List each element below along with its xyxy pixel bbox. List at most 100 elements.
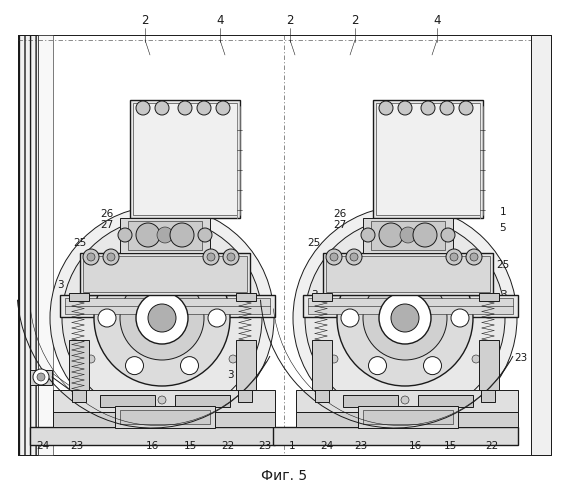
Bar — [303, 295, 518, 317]
Text: 15: 15 — [183, 441, 197, 451]
Circle shape — [87, 355, 95, 363]
Text: 4: 4 — [216, 14, 224, 26]
Circle shape — [107, 253, 115, 261]
Bar — [358, 406, 458, 428]
Circle shape — [136, 223, 160, 247]
Text: 2: 2 — [141, 14, 149, 26]
Circle shape — [197, 101, 211, 115]
Circle shape — [326, 249, 342, 265]
Text: 21: 21 — [121, 258, 135, 268]
Circle shape — [158, 396, 166, 404]
Circle shape — [361, 228, 375, 242]
Bar — [128, 221, 202, 250]
Circle shape — [208, 309, 226, 327]
Bar — [296, 412, 518, 427]
Circle shape — [223, 249, 239, 265]
Circle shape — [330, 355, 338, 363]
Text: 3: 3 — [57, 280, 63, 290]
Bar — [18, 35, 551, 455]
Circle shape — [472, 355, 480, 363]
Circle shape — [330, 273, 338, 281]
Circle shape — [421, 101, 435, 115]
Bar — [30, 370, 52, 385]
Circle shape — [379, 292, 431, 344]
Circle shape — [37, 373, 45, 381]
Text: 22: 22 — [485, 441, 498, 451]
Bar — [130, 100, 240, 218]
Text: 3: 3 — [226, 370, 233, 380]
Bar — [326, 256, 490, 292]
Bar — [479, 340, 499, 390]
Bar — [308, 298, 513, 314]
Bar — [315, 390, 329, 402]
Bar — [418, 395, 473, 407]
Bar — [238, 390, 252, 402]
Circle shape — [198, 228, 212, 242]
Circle shape — [170, 223, 194, 247]
Bar — [323, 253, 493, 295]
Bar — [481, 390, 495, 402]
Bar — [65, 298, 270, 314]
Bar — [120, 218, 210, 253]
Text: 2: 2 — [286, 14, 294, 26]
Text: 1: 1 — [500, 207, 506, 217]
Text: 26: 26 — [100, 209, 114, 219]
Text: 4: 4 — [433, 14, 441, 26]
Bar — [53, 390, 275, 412]
Bar — [312, 293, 332, 301]
Text: 1: 1 — [288, 441, 295, 451]
Circle shape — [207, 253, 215, 261]
Circle shape — [229, 273, 237, 281]
Bar — [175, 395, 230, 407]
Text: 27: 27 — [100, 220, 114, 230]
Circle shape — [423, 262, 442, 280]
Circle shape — [94, 250, 230, 386]
Circle shape — [441, 228, 455, 242]
Text: 5: 5 — [500, 223, 506, 233]
Bar — [83, 256, 247, 292]
Text: 21: 21 — [357, 258, 370, 268]
Bar — [531, 35, 551, 455]
Text: 26: 26 — [174, 207, 187, 217]
Bar — [343, 395, 398, 407]
Circle shape — [136, 292, 188, 344]
Bar — [236, 340, 256, 390]
Bar — [53, 412, 275, 427]
Circle shape — [136, 101, 150, 115]
Circle shape — [87, 273, 95, 281]
Text: 2: 2 — [351, 14, 358, 26]
Text: 23: 23 — [258, 441, 271, 451]
Circle shape — [305, 218, 505, 418]
Circle shape — [180, 356, 199, 374]
Circle shape — [379, 223, 403, 247]
Circle shape — [341, 309, 359, 327]
Circle shape — [451, 309, 469, 327]
Bar — [296, 390, 518, 412]
Circle shape — [158, 232, 166, 240]
Bar — [373, 100, 483, 218]
Bar — [363, 410, 453, 424]
Circle shape — [470, 253, 478, 261]
Bar — [236, 293, 256, 301]
Circle shape — [350, 253, 358, 261]
Circle shape — [120, 276, 204, 360]
Text: 23: 23 — [354, 441, 368, 451]
Circle shape — [98, 309, 116, 327]
Circle shape — [33, 369, 49, 385]
Text: 26: 26 — [333, 209, 347, 219]
Bar — [18, 35, 38, 455]
Bar — [312, 340, 332, 390]
Text: 16: 16 — [409, 441, 422, 451]
Circle shape — [391, 304, 419, 332]
Text: 16: 16 — [145, 441, 159, 451]
Circle shape — [472, 273, 480, 281]
Circle shape — [346, 249, 362, 265]
Circle shape — [423, 356, 442, 374]
Bar — [376, 103, 480, 215]
Circle shape — [180, 262, 199, 280]
Text: 23: 23 — [514, 353, 527, 363]
Bar — [115, 406, 215, 428]
Text: 3: 3 — [311, 290, 318, 300]
Circle shape — [398, 101, 412, 115]
Circle shape — [178, 101, 192, 115]
